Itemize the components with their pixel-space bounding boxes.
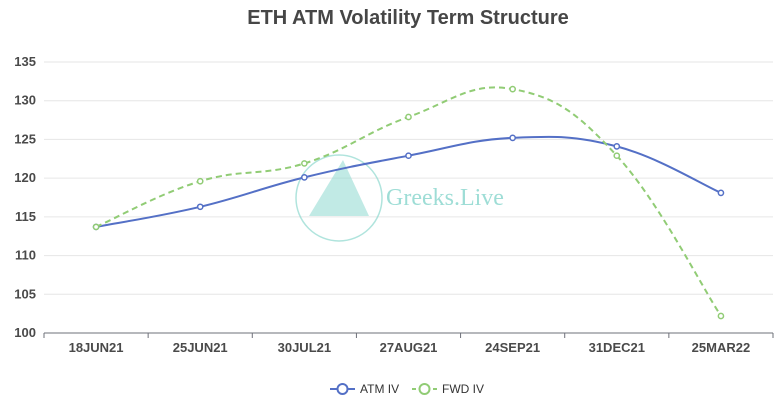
data-point-atm-iv[interactable] xyxy=(613,143,621,150)
y-tick-label: 130 xyxy=(14,93,36,108)
x-tick-label: 31DEC21 xyxy=(589,340,645,355)
legend-marker-atm-iv xyxy=(336,383,349,395)
y-tick-label: 100 xyxy=(14,325,36,340)
chart-title: ETH ATM Volatility Term Structure xyxy=(247,7,569,29)
legend[interactable]: ATM IV FWD IV xyxy=(330,382,484,396)
legend-label-fwd-iv: FWD IV xyxy=(442,382,484,396)
series-lines xyxy=(92,85,725,320)
y-tick-label: 105 xyxy=(14,286,36,301)
data-point-fwd-iv[interactable] xyxy=(613,152,621,160)
y-tick-label: 125 xyxy=(14,131,36,146)
data-point-fwd-iv[interactable] xyxy=(717,312,725,320)
watermark-text: Greeks.Live xyxy=(386,185,504,211)
data-point-atm-iv[interactable] xyxy=(509,134,516,142)
legend-item-fwd-iv[interactable]: FWD IV xyxy=(412,382,484,396)
x-tick-label: 27AUG21 xyxy=(380,340,438,355)
data-point-atm-iv[interactable] xyxy=(717,189,725,197)
data-point-atm-iv[interactable] xyxy=(301,174,308,181)
axes: 100 105 110 115 120 125 130 135 18JUN21 25JUN21 30… xyxy=(14,54,774,355)
y-tick-label: 110 xyxy=(15,248,36,263)
data-point-fwd-iv[interactable] xyxy=(301,160,308,167)
data-point-atm-iv[interactable] xyxy=(196,203,204,211)
y-tick-label: 115 xyxy=(15,209,36,224)
legend-label-atm-iv: ATM IV xyxy=(360,382,399,396)
data-point-atm-iv[interactable] xyxy=(405,152,412,160)
legend-marker-fwd-iv xyxy=(418,383,431,395)
data-point-fwd-iv[interactable] xyxy=(509,85,516,93)
x-tick-label: 30JUL21 xyxy=(278,340,331,355)
x-tick-label: 25MAR22 xyxy=(692,340,751,355)
x-tick-label: 18JUN21 xyxy=(69,340,124,355)
data-point-fwd-iv[interactable] xyxy=(92,223,100,231)
series-line-atm-iv xyxy=(95,135,722,228)
y-tick-label: 120 xyxy=(14,170,36,185)
y-tick-label: 135 xyxy=(14,54,36,69)
series-fwd-iv xyxy=(92,85,725,320)
series-atm-iv xyxy=(92,134,725,231)
watermark: Greeks.Live xyxy=(295,154,504,242)
data-point-fwd-iv[interactable] xyxy=(196,177,204,185)
x-tick-label: 24SEP21 xyxy=(485,340,540,355)
grid-lines xyxy=(44,61,773,295)
watermark-logo-ring xyxy=(295,154,383,242)
data-point-fwd-iv[interactable] xyxy=(405,113,412,121)
watermark-logo-triangle xyxy=(309,160,369,216)
legend-item-atm-iv[interactable]: ATM IV xyxy=(330,382,399,396)
x-tick-label: 25JUN21 xyxy=(173,340,228,355)
